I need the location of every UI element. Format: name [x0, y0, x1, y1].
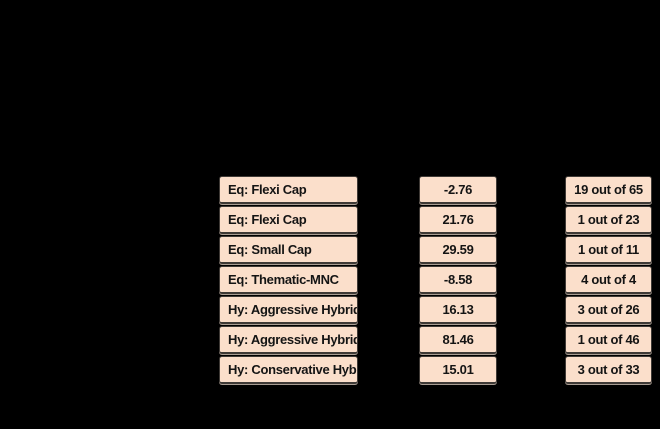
value-cell: -8.58	[419, 266, 497, 294]
column-gap	[358, 326, 419, 354]
column-gap	[358, 236, 419, 264]
column-gap	[497, 356, 565, 384]
column-gap	[358, 176, 419, 204]
table-row: Eq: Flexi Cap 21.76 1 out of 23	[219, 206, 652, 234]
rank-cell: 3 out of 26	[565, 296, 652, 324]
fund-category-table: Eq: Flexi Cap -2.76 19 out of 65 Eq: Fle…	[219, 176, 652, 386]
rank-cell: 4 out of 4	[565, 266, 652, 294]
column-gap	[497, 236, 565, 264]
column-gap	[497, 176, 565, 204]
category-cell: Eq: Small Cap	[219, 236, 358, 264]
table-row: Eq: Thematic-MNC -8.58 4 out of 4	[219, 266, 652, 294]
table-row: Hy: Aggressive Hybrid 16.13 3 out of 26	[219, 296, 652, 324]
column-gap	[497, 266, 565, 294]
category-cell: Hy: Aggressive Hybrid	[219, 296, 358, 324]
column-gap	[358, 296, 419, 324]
value-cell: 21.76	[419, 206, 497, 234]
value-cell: 15.01	[419, 356, 497, 384]
rank-cell: 1 out of 23	[565, 206, 652, 234]
category-cell: Hy: Conservative Hybrid	[219, 356, 358, 384]
table-row: Eq: Flexi Cap -2.76 19 out of 65	[219, 176, 652, 204]
column-gap	[497, 296, 565, 324]
category-cell: Eq: Flexi Cap	[219, 176, 358, 204]
column-gap	[497, 326, 565, 354]
column-gap	[358, 356, 419, 384]
rank-cell: 3 out of 33	[565, 356, 652, 384]
value-cell: -2.76	[419, 176, 497, 204]
value-cell: 81.46	[419, 326, 497, 354]
value-cell: 16.13	[419, 296, 497, 324]
value-cell: 29.59	[419, 236, 497, 264]
category-cell: Eq: Flexi Cap	[219, 206, 358, 234]
rank-cell: 1 out of 11	[565, 236, 652, 264]
table-row: Eq: Small Cap 29.59 1 out of 11	[219, 236, 652, 264]
column-gap	[358, 206, 419, 234]
rank-cell: 1 out of 46	[565, 326, 652, 354]
table-row: Hy: Conservative Hybrid 15.01 3 out of 3…	[219, 356, 652, 384]
category-cell: Hy: Aggressive Hybrid	[219, 326, 358, 354]
column-gap	[497, 206, 565, 234]
column-gap	[358, 266, 419, 294]
table-row: Hy: Aggressive Hybrid 81.46 1 out of 46	[219, 326, 652, 354]
category-cell: Eq: Thematic-MNC	[219, 266, 358, 294]
rank-cell: 19 out of 65	[565, 176, 652, 204]
